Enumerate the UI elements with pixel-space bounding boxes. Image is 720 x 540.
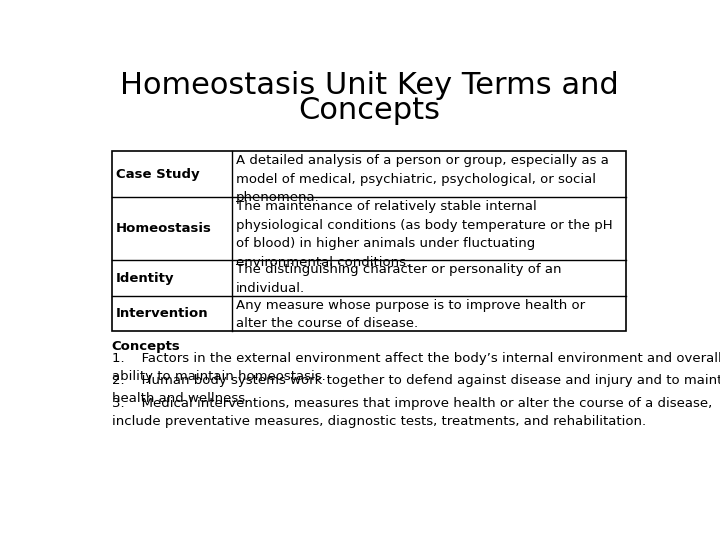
- Text: 1.    Factors in the external environment affect the body’s internal environment: 1. Factors in the external environment a…: [112, 352, 720, 383]
- Text: Homeostasis Unit Key Terms and: Homeostasis Unit Key Terms and: [120, 71, 618, 100]
- Text: Intervention: Intervention: [116, 307, 208, 320]
- Text: 2.    Human body systems work together to defend against disease and injury and : 2. Human body systems work together to d…: [112, 374, 720, 406]
- Bar: [112, 151, 626, 331]
- Text: A detailed analysis of a person or group, especially as a
model of medical, psyc: A detailed analysis of a person or group…: [235, 154, 608, 204]
- Text: Concepts: Concepts: [112, 340, 181, 354]
- Text: Homeostasis: Homeostasis: [116, 222, 212, 235]
- Text: Concepts: Concepts: [298, 96, 440, 125]
- Text: The distinguishing character or personality of an
individual.: The distinguishing character or personal…: [235, 264, 561, 295]
- Text: 3.    Medical interventions, measures that improve health or alter the course of: 3. Medical interventions, measures that …: [112, 397, 712, 428]
- Text: Identity: Identity: [116, 272, 174, 285]
- Text: Any measure whose purpose is to improve health or
alter the course of disease.: Any measure whose purpose is to improve …: [235, 299, 585, 330]
- Text: Case Study: Case Study: [116, 167, 199, 181]
- Text: The maintenance of relatively stable internal
physiological conditions (as body : The maintenance of relatively stable int…: [235, 200, 612, 269]
